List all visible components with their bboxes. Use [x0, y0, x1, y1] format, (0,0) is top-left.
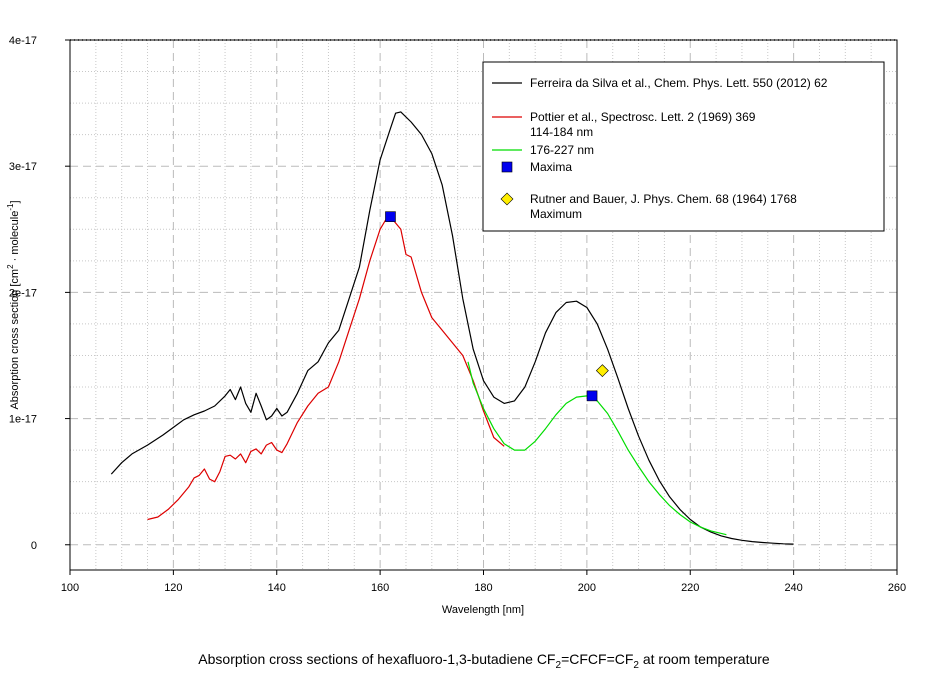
- minor-gridlines: [70, 40, 897, 570]
- x-tick-label: 100: [61, 582, 79, 594]
- x-axis-title: Wavelength [nm]: [442, 604, 524, 616]
- series-line-0: [110, 111, 794, 545]
- legend-maxima-label: Maxima: [530, 160, 572, 174]
- x-tick-label: 160: [371, 582, 389, 594]
- maxima-marker: [586, 390, 598, 402]
- x-tick-label: 260: [888, 582, 906, 594]
- y-tick-label: 2e-17: [9, 287, 37, 299]
- x-tick-label: 220: [681, 582, 699, 594]
- legend-pottier-range1-label: 114-184 nm: [530, 125, 593, 139]
- legend-rutner-sub-label: Maximum: [530, 207, 582, 221]
- legend-pottier-label: Pottier et al., Spectrosc. Lett. 2 (1969…: [530, 110, 756, 124]
- legend-pottier-range2-label: 176-227 nm: [530, 143, 594, 157]
- x-tick-label: 180: [474, 582, 492, 594]
- points-layer: [385, 211, 609, 402]
- legend-rutner-label: Rutner and Bauer, J. Phys. Chem. 68 (196…: [530, 192, 797, 206]
- x-tick-label: 120: [164, 582, 182, 594]
- x-tick-label: 200: [578, 582, 596, 594]
- axis-ticks: 100 120 140 160 180 200 220 240 260 0 1e-17 2e-17 3e…: [9, 35, 906, 594]
- y-tick-label: 0: [31, 540, 37, 552]
- major-gridlines: [70, 40, 897, 570]
- legend-maxima-marker: [501, 161, 513, 173]
- series-line-1: [147, 216, 505, 521]
- y-tick-label: 1e-17: [9, 414, 37, 426]
- y-axis-title: Absorption cross section [cm2 · molecule…: [6, 200, 21, 409]
- legend-box: [482, 61, 885, 232]
- x-tick-label: 140: [268, 582, 286, 594]
- legend: Ferreira da Silva et al., Chem. Phys. Le…: [482, 61, 885, 232]
- x-tick-label: 240: [784, 582, 802, 594]
- legend-ferreira-label: Ferreira da Silva et al., Chem. Phys. Le…: [530, 76, 828, 90]
- maxima-marker: [385, 211, 396, 222]
- rutner-maximum-marker: [595, 364, 609, 378]
- chart-title: Absorption cross sections of hexafluoro-…: [198, 651, 770, 671]
- y-tick-label: 4e-17: [9, 35, 37, 47]
- legend-rutner-marker: [500, 192, 514, 206]
- y-tick-label: 3e-17: [9, 161, 37, 173]
